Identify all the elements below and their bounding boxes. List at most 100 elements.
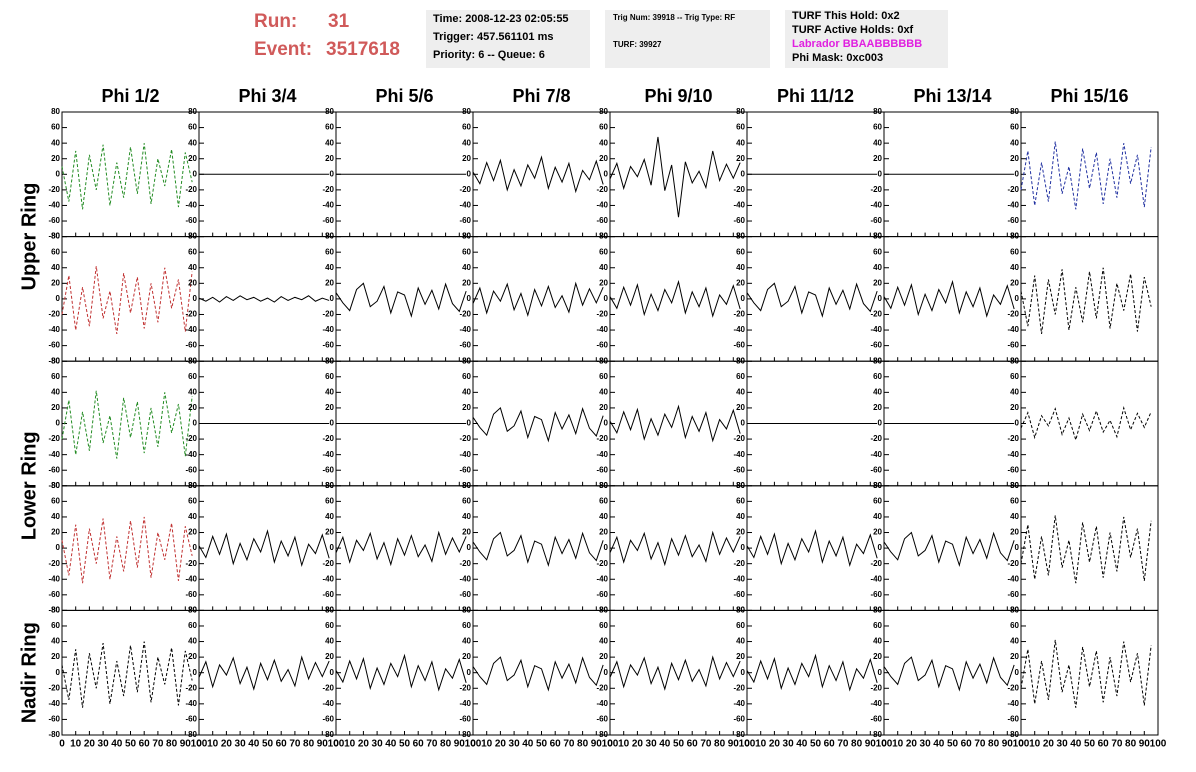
y-tick-label: -40 — [185, 325, 197, 334]
y-tick-label: -60 — [1007, 465, 1019, 474]
y-tick-label: 60 — [325, 496, 334, 505]
y-tick-label: 60 — [51, 621, 60, 630]
y-tick-label: 20 — [599, 278, 608, 287]
panel-frame — [198, 609, 337, 736]
x-tick-label: 20 — [495, 739, 507, 750]
x-tick-label: 0 — [744, 739, 750, 750]
y-tick-label: -40 — [870, 699, 882, 708]
y-tick-label: -20 — [185, 683, 197, 692]
column-header: Phi 11/12 — [777, 86, 854, 106]
y-tick-label: 20 — [188, 403, 197, 412]
y-tick-label: 40 — [51, 263, 60, 272]
y-tick-label: 60 — [51, 123, 60, 132]
y-tick-label: -60 — [459, 465, 471, 474]
x-tick-label: 70 — [289, 739, 301, 750]
panel-frame — [1020, 485, 1159, 611]
x-tick-label: 10 — [207, 739, 219, 750]
info-text: Time: 2008-12-23 02:05:55 — [433, 13, 569, 25]
y-tick-label: 60 — [736, 372, 745, 381]
y-tick-label: -60 — [48, 590, 60, 599]
y-tick-label: -40 — [870, 325, 882, 334]
waveform — [1020, 639, 1152, 708]
x-tick-label: 90 — [591, 739, 603, 750]
x-tick-label: 40 — [522, 739, 534, 750]
y-tick-label: 80 — [462, 356, 471, 365]
waveform — [746, 529, 878, 568]
y-tick-label: 40 — [462, 637, 471, 646]
y-tick-label: 80 — [873, 606, 882, 615]
y-tick-label: -40 — [48, 201, 60, 210]
x-tick-label: 20 — [906, 739, 918, 750]
y-tick-label: 0 — [467, 169, 472, 178]
y-tick-label: -40 — [48, 325, 60, 334]
panel-frame — [472, 360, 611, 487]
y-tick-label: -60 — [459, 216, 471, 225]
y-tick-label: -40 — [596, 450, 608, 459]
x-tick-label: 100 — [876, 739, 893, 750]
y-tick-label: -20 — [870, 683, 882, 692]
y-tick-label: -60 — [48, 216, 60, 225]
y-tick-label: -60 — [1007, 216, 1019, 225]
y-tick-label: -60 — [459, 341, 471, 350]
x-tick-label: 90 — [728, 739, 740, 750]
y-tick-label: 20 — [873, 403, 882, 412]
y-tick-label: 0 — [878, 294, 883, 303]
y-tick-label: 20 — [188, 154, 197, 163]
y-tick-label: 40 — [599, 387, 608, 396]
y-tick-label: 40 — [873, 387, 882, 396]
panel-frame — [198, 236, 337, 362]
column-header: Phi 13/14 — [913, 86, 991, 106]
waveform — [883, 656, 1015, 692]
y-tick-label: 60 — [462, 247, 471, 256]
info-text: Phi Mask: 0xc003 — [792, 52, 883, 64]
y-tick-label: -20 — [1007, 434, 1019, 443]
y-tick-label: -20 — [459, 310, 471, 319]
y-tick-label: 40 — [325, 138, 334, 147]
x-tick-label: 40 — [1070, 739, 1082, 750]
info-text: TURF This Hold: 0x2 — [792, 10, 900, 22]
y-tick-label: -20 — [459, 683, 471, 692]
waveform — [61, 266, 193, 335]
row-label: Upper Ring — [18, 183, 40, 291]
panel-frame — [746, 485, 885, 611]
x-tick-label: 0 — [470, 739, 476, 750]
y-tick-label: 20 — [1010, 154, 1019, 163]
panel-frame — [1020, 609, 1159, 736]
y-tick-label: 20 — [736, 652, 745, 661]
y-tick-label: 80 — [325, 107, 334, 116]
y-tick-label: 80 — [873, 356, 882, 365]
y-tick-label: 20 — [325, 154, 334, 163]
y-tick-label: -60 — [870, 341, 882, 350]
x-tick-label: 100 — [465, 739, 482, 750]
y-tick-label: 0 — [604, 294, 609, 303]
y-tick-label: -20 — [733, 559, 745, 568]
y-tick-label: 40 — [325, 263, 334, 272]
y-tick-label: 60 — [599, 247, 608, 256]
y-tick-label: 20 — [462, 154, 471, 163]
x-tick-label: 0 — [607, 739, 613, 750]
panel-frame — [198, 485, 337, 611]
info-text: Trigger: 457.561101 ms — [433, 31, 553, 43]
y-tick-label: -40 — [322, 699, 334, 708]
waveform — [746, 653, 878, 692]
x-tick-label: 90 — [317, 739, 329, 750]
y-tick-label: 40 — [873, 512, 882, 521]
y-tick-label: 60 — [325, 621, 334, 630]
panel-frame — [746, 236, 885, 362]
y-tick-label: 40 — [1010, 637, 1019, 646]
y-tick-label: 80 — [51, 356, 60, 365]
y-tick-label: 0 — [741, 543, 746, 552]
y-tick-label: -40 — [48, 574, 60, 583]
y-tick-label: 20 — [736, 528, 745, 537]
y-tick-label: -20 — [48, 559, 60, 568]
panel-frame — [335, 236, 474, 362]
y-tick-label: 0 — [467, 543, 472, 552]
x-tick-label: 50 — [947, 739, 959, 750]
x-tick-label: 100 — [1013, 739, 1030, 750]
y-tick-label: -20 — [48, 434, 60, 443]
y-tick-label: 40 — [188, 637, 197, 646]
y-tick-label: -20 — [1007, 559, 1019, 568]
y-tick-label: -40 — [596, 325, 608, 334]
y-tick-label: -40 — [185, 201, 197, 210]
x-tick-label: 0 — [881, 739, 887, 750]
